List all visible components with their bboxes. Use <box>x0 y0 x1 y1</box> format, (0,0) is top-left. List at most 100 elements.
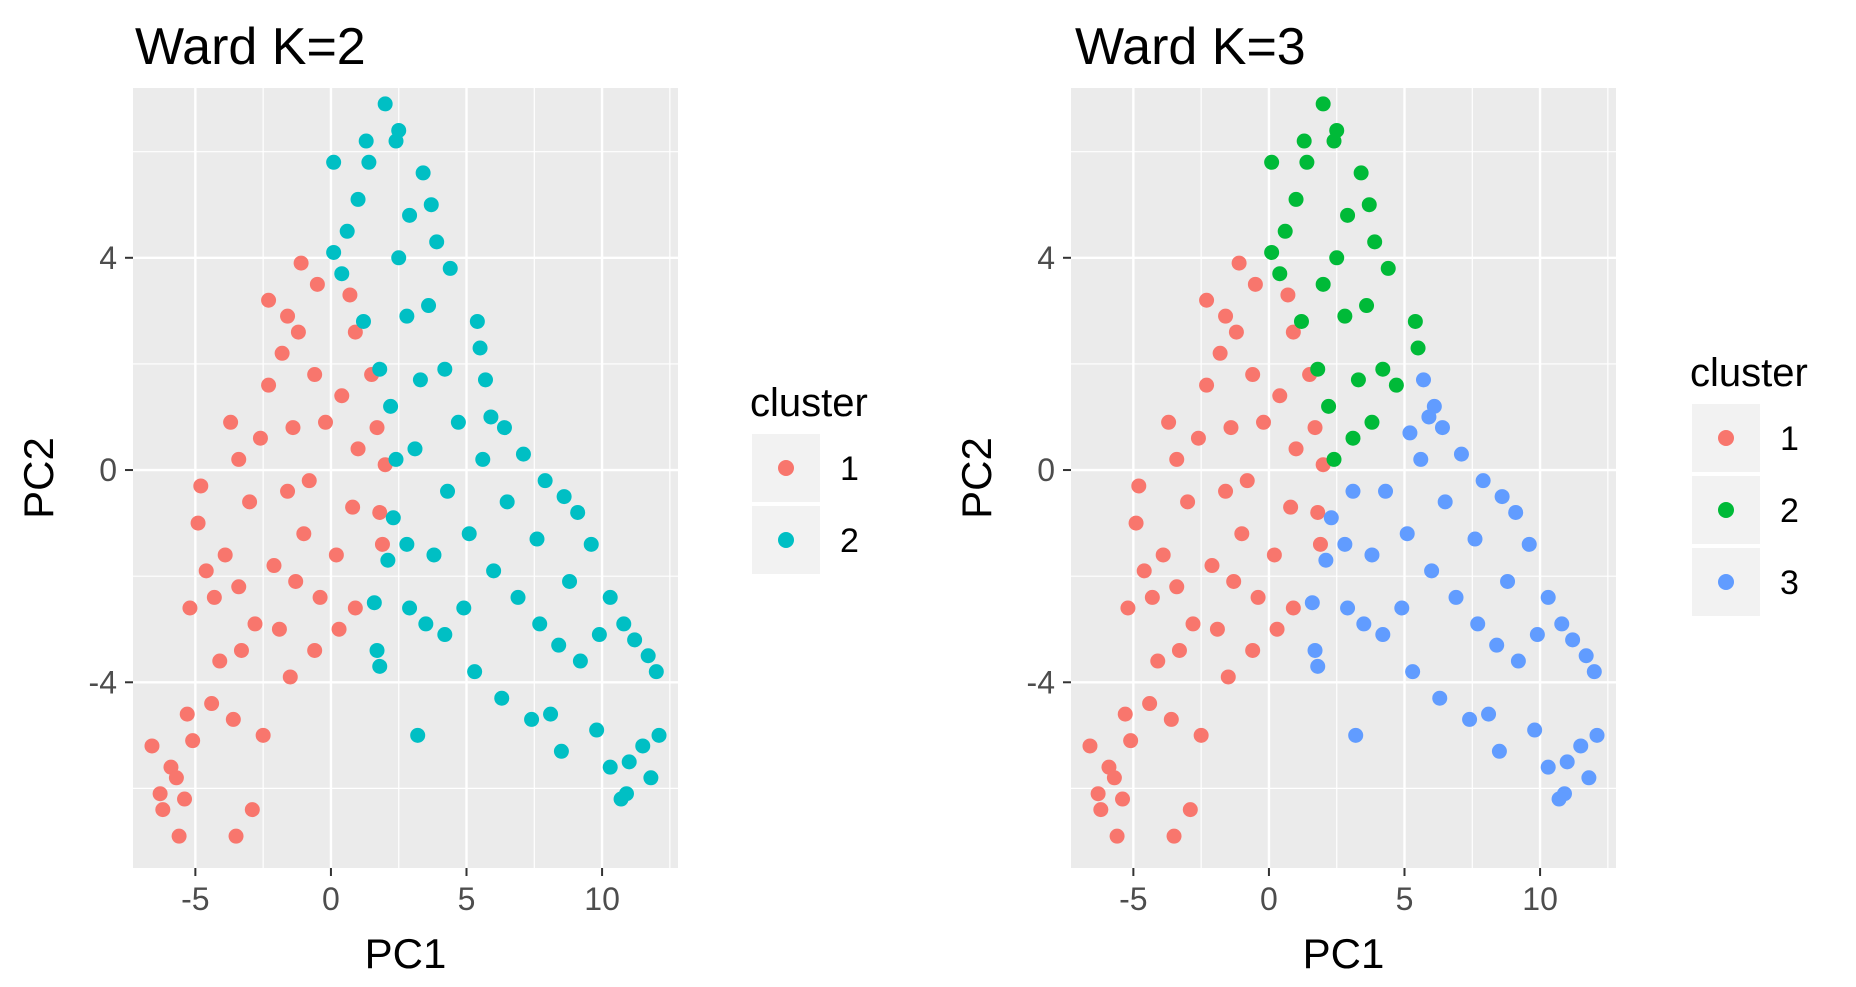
scatter-point <box>388 451 404 467</box>
scatter-point <box>1529 627 1545 643</box>
scatter-points <box>1082 96 1605 844</box>
scatter-point <box>1256 414 1272 430</box>
scatter-point <box>1288 441 1304 457</box>
scatter-point <box>247 616 263 632</box>
scatter-point <box>627 632 643 648</box>
scatter-point <box>1491 743 1507 759</box>
scatter-point <box>1315 276 1331 292</box>
scatter-point <box>1581 770 1597 786</box>
scatter-point <box>350 441 366 457</box>
scatter-point <box>635 738 651 754</box>
scatter-point <box>651 727 667 743</box>
scatter-point <box>266 558 282 574</box>
scatter-point <box>1573 738 1589 754</box>
x-axis-title: PC1 <box>1303 930 1385 977</box>
scatter-point <box>399 536 415 552</box>
scatter-point <box>429 234 445 250</box>
scatter-point <box>648 664 664 680</box>
scatter-point <box>1475 473 1491 489</box>
axis-ticks <box>125 256 604 876</box>
scatter-point <box>372 504 388 520</box>
scatter-point <box>231 451 247 467</box>
scatter-point <box>1169 579 1185 595</box>
scatter-point <box>418 616 434 632</box>
scatter-point <box>532 616 548 632</box>
scatter-point <box>233 642 249 658</box>
y-tick-labels: -4 0 4 <box>1027 240 1055 700</box>
scatter-point <box>280 483 296 499</box>
scatter-point <box>280 308 296 324</box>
legend-key-dot <box>778 460 794 476</box>
legend-label: 2 <box>1780 492 1799 530</box>
scatter-point <box>1307 420 1323 436</box>
scatter-point <box>307 642 323 658</box>
scatter-point <box>1500 573 1516 589</box>
y-tick-label: -4 <box>89 664 117 700</box>
scatter-point <box>494 690 510 706</box>
scatter-point <box>288 573 304 589</box>
scatter-point <box>1307 642 1323 658</box>
scatter-point <box>410 727 426 743</box>
scatter-point <box>510 589 526 605</box>
scatter-point <box>1247 276 1263 292</box>
scatter-point <box>391 250 407 266</box>
scatter-point <box>350 191 366 207</box>
scatter-point <box>613 791 629 807</box>
y-tick-label: 0 <box>99 452 117 488</box>
scatter-point <box>1578 648 1594 664</box>
scatter-point <box>339 223 355 239</box>
scatter-point <box>472 340 488 356</box>
scatter-points <box>144 96 667 844</box>
scatter-point <box>499 494 515 510</box>
scatter-point <box>1565 632 1581 648</box>
scatter-point <box>437 361 453 377</box>
scatter-point <box>412 372 428 388</box>
scatter-point <box>1212 345 1228 361</box>
scatter-point <box>274 345 290 361</box>
scatter-point <box>1288 191 1304 207</box>
scatter-point <box>1432 690 1448 706</box>
scatter-point <box>1426 398 1442 414</box>
scatter-point <box>309 276 325 292</box>
scatter-point <box>1405 664 1421 680</box>
scatter-point <box>1218 308 1234 324</box>
axis-ticks <box>1063 256 1542 876</box>
x-tick-label: -5 <box>1119 881 1147 917</box>
scatter-point <box>225 711 241 727</box>
scatter-point <box>312 589 328 605</box>
scatter-point <box>1131 478 1147 494</box>
scatter-point <box>1348 727 1364 743</box>
scatter-point <box>402 207 418 223</box>
scatter-point <box>193 478 209 494</box>
chart-title: Ward K=2 <box>135 18 366 76</box>
legend: cluster 1 2 3 <box>1690 351 1808 616</box>
scatter-point <box>1280 287 1296 303</box>
scatter-point <box>1554 616 1570 632</box>
scatter-point <box>456 600 472 616</box>
scatter-point <box>261 377 277 393</box>
scatter-point <box>1310 504 1326 520</box>
scatter-point <box>1199 377 1215 393</box>
scatter-point <box>301 473 317 489</box>
x-axis-title: PC1 <box>365 930 447 977</box>
scatter-point <box>374 536 390 552</box>
scatter-point <box>602 589 618 605</box>
scatter-point <box>1185 616 1201 632</box>
scatter-point <box>423 197 439 213</box>
scatter-point <box>1264 154 1280 170</box>
scatter-point <box>1171 642 1187 658</box>
scatter-point <box>529 531 545 547</box>
scatter-point <box>1299 154 1315 170</box>
scatter-point <box>583 536 599 552</box>
scatter-point <box>1209 621 1225 637</box>
scatter-point <box>437 627 453 643</box>
legend-label: 3 <box>1780 564 1799 602</box>
legend-key-dot <box>1718 430 1734 446</box>
scatter-point <box>1540 759 1556 775</box>
scatter-point <box>537 473 553 489</box>
x-tick-label: 0 <box>322 881 340 917</box>
scatter-point <box>450 414 466 430</box>
legend-label: 1 <box>1780 420 1799 458</box>
legend-label: 2 <box>840 522 859 560</box>
scatter-point <box>372 361 388 377</box>
